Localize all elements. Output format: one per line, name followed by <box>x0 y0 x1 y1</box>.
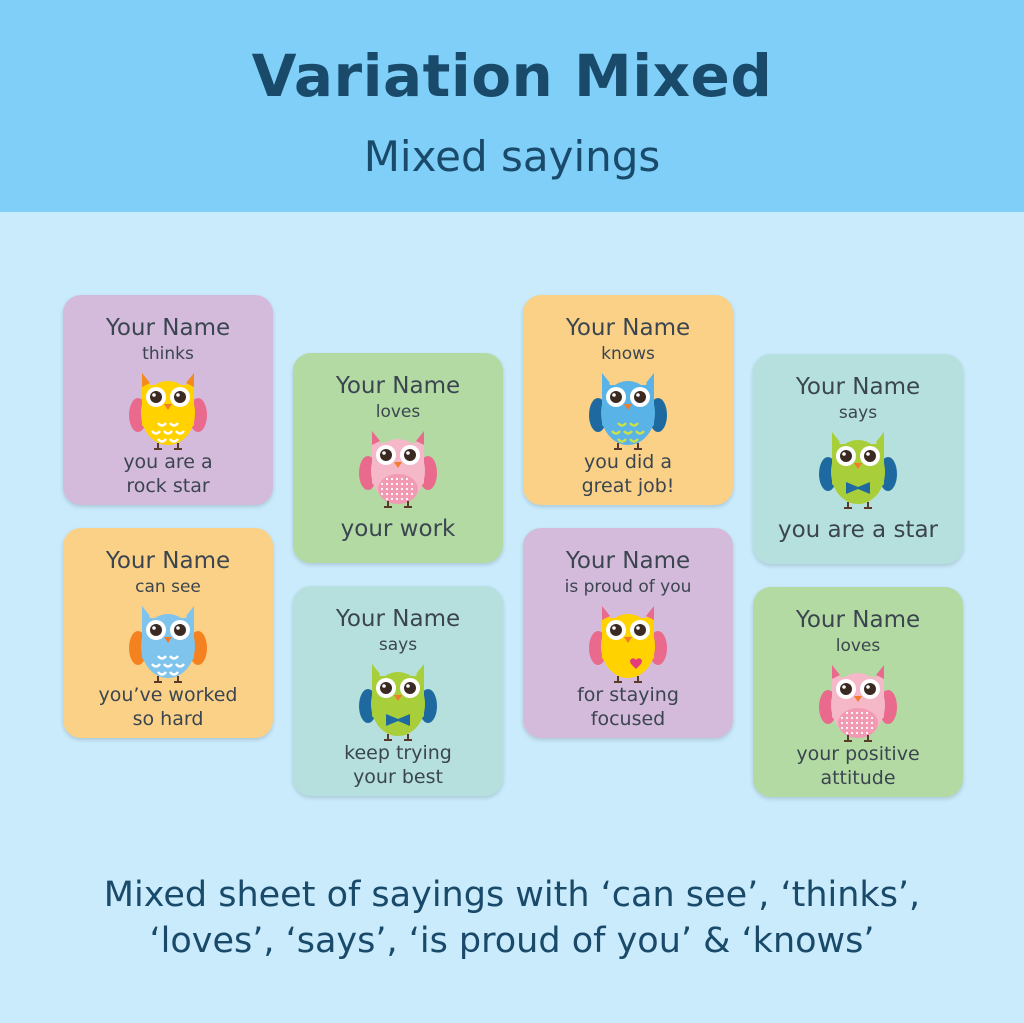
sticker-card: Your Name loves your work <box>293 353 503 563</box>
sticker-verb: says <box>838 403 878 423</box>
sticker-name: Your Name <box>795 607 921 633</box>
saying-line: keep trying <box>344 742 452 764</box>
sticker-card: Your Name thinks you are a rock star <box>63 295 273 505</box>
sticker-verb: says <box>378 635 418 655</box>
sticker-verb: loves <box>375 402 421 422</box>
sticker-saying: you are a rock star <box>63 450 273 498</box>
owl-icon <box>586 365 670 451</box>
owl-icon <box>356 423 440 509</box>
saying-line: your work <box>340 516 456 542</box>
owl-icon <box>126 598 210 684</box>
sticker-saying: for staying focused <box>523 683 733 731</box>
sticker-card: Your Name loves your positive attitude <box>753 587 963 797</box>
sticker-saying: you did a great job! <box>523 450 733 498</box>
owl-icon <box>816 424 900 510</box>
sticker-saying: your positive attitude <box>753 742 963 790</box>
sticker-name: Your Name <box>565 315 691 341</box>
sticker-name: Your Name <box>105 548 231 574</box>
sticker-verb: is proud of you <box>564 577 692 597</box>
footer-line-1: Mixed sheet of sayings with ‘can see’, ‘… <box>103 875 921 915</box>
page-subtitle: Mixed sayings <box>363 132 661 181</box>
saying-line: attitude <box>820 767 896 789</box>
sticker-card: Your Name is proud of you for staying foc… <box>523 528 733 738</box>
footer-description: Mixed sheet of sayings with ‘can see’, ‘… <box>0 872 1024 964</box>
sticker-saying: your work <box>293 517 503 541</box>
sticker-saying: you are a star <box>753 518 963 542</box>
sticker-name: Your Name <box>105 315 231 341</box>
saying-line: for staying <box>577 684 679 706</box>
sticker-verb: thinks <box>142 344 194 364</box>
sticker-card: Your Name says you are a star <box>753 354 963 564</box>
sticker-name: Your Name <box>795 374 921 400</box>
saying-line: rock star <box>126 475 210 497</box>
owl-icon <box>126 365 210 451</box>
saying-line: your positive <box>796 743 920 765</box>
sticker-verb: loves <box>835 636 881 656</box>
saying-line: great job! <box>581 475 675 497</box>
sticker-saying: keep trying your best <box>293 741 503 789</box>
sticker-name: Your Name <box>335 373 461 399</box>
sticker-verb: can see <box>135 577 201 597</box>
sticker-name: Your Name <box>335 606 461 632</box>
owl-icon <box>356 656 440 742</box>
saying-line: focused <box>590 708 666 730</box>
sticker-name: Your Name <box>565 548 691 574</box>
saying-line: you are a star <box>777 517 939 543</box>
saying-line: you are a <box>123 451 213 473</box>
owl-icon <box>816 657 900 743</box>
sticker-card: Your Name can see you’ve worked so hard <box>63 528 273 738</box>
saying-line: your best <box>353 766 443 788</box>
owl-icon <box>586 598 670 684</box>
page-title: Variation Mixed <box>251 42 773 110</box>
sticker-card: Your Name knows you did a great job! <box>523 295 733 505</box>
saying-line: you did a <box>583 451 673 473</box>
sticker-card: Your Name says keep trying your best <box>293 586 503 796</box>
saying-line: you’ve worked <box>98 684 238 706</box>
saying-line: so hard <box>132 708 204 730</box>
footer-line-2: ‘loves’, ‘says’, ‘is proud of you’ & ‘kn… <box>149 921 875 961</box>
sticker-verb: knows <box>601 344 655 364</box>
header-banner: Variation Mixed Mixed sayings <box>0 0 1024 212</box>
sticker-saying: you’ve worked so hard <box>63 683 273 731</box>
